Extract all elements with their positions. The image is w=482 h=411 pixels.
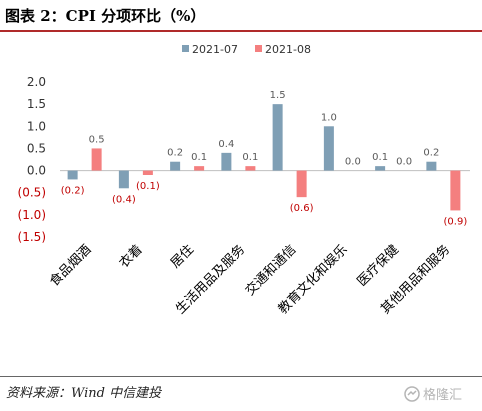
chart-title: 图表 2：CPI 分项环比（%） [5,7,206,25]
y-tick-label: (1.0) [18,208,46,222]
y-tick-label: 1.5 [27,97,46,111]
data-label: (0.1) [136,181,160,192]
bar-2 [91,148,102,171]
data-label: 0.1 [372,152,388,163]
bar-1 [170,161,181,171]
footer-divider [0,376,482,377]
bar-2 [450,170,461,211]
legend-label-1: 2021-07 [192,43,238,56]
y-tick-label: 0.5 [27,141,46,155]
category-label: 医疗保健 [355,242,402,289]
source-note: 资料来源：Wind 中信建投 [6,386,162,401]
bar-1 [67,170,78,180]
data-label: 0.2 [167,148,183,159]
data-label: (0.9) [444,216,468,227]
category-label: 居住 [168,242,197,271]
bar-2 [142,170,153,175]
title-bar: 图表 2：CPI 分项环比（%） [0,0,482,32]
bar-1 [323,126,334,171]
bar-1 [426,161,437,171]
bar-2 [245,166,256,171]
data-label: 0.0 [345,157,361,168]
category-label: 食品烟酒 [46,242,94,290]
data-label: 1.0 [321,112,337,123]
watermark: 格隆汇 [404,384,462,403]
chart-canvas: 2021-07 2021-08 2.0 1.5 1.0 0.5 0.0 (0.5) (1.0)… [18,43,470,318]
legend-swatch-2 [255,45,262,52]
y-tick-label: (0.5) [18,186,46,200]
data-label: 0.0 [396,157,412,168]
y-tick-label: 0.0 [27,164,46,178]
data-label: 0.4 [218,139,234,150]
y-tick-label: (1.5) [18,230,46,244]
legend-label-2: 2021-08 [265,43,311,56]
data-label: (0.6) [290,203,314,214]
bar-1 [221,152,232,171]
y-axis: 2.0 1.5 1.0 0.5 0.0 (0.5) (1.0) (1.5) [18,75,470,244]
data-label: (0.4) [112,194,136,205]
data-label: 0.1 [242,152,258,163]
bar-2 [194,166,205,171]
legend: 2021-07 2021-08 [182,43,311,56]
bar-1 [118,170,129,189]
data-label: 1.5 [270,90,286,101]
legend-swatch-1 [182,45,189,52]
data-label: (0.2) [61,185,85,196]
y-tick-label: 2.0 [27,75,46,89]
data-labels: (0.2) 0.5 (0.4)(0.1) 0.2 0.1 0.4 0.1 1.5 (0.6) 1.… [61,90,468,227]
bar-2 [296,170,307,198]
data-label: 0.2 [423,148,439,159]
y-tick-label: 1.0 [27,119,46,133]
bar-1 [272,104,283,171]
watermark-text: 格隆汇 [423,388,463,403]
bar-1 [375,166,386,171]
data-label: 0.5 [89,134,105,145]
watermark-logo-icon [404,386,420,402]
category-label: 衣着 [116,242,146,272]
data-label: 0.1 [191,152,207,163]
bars [67,104,461,211]
